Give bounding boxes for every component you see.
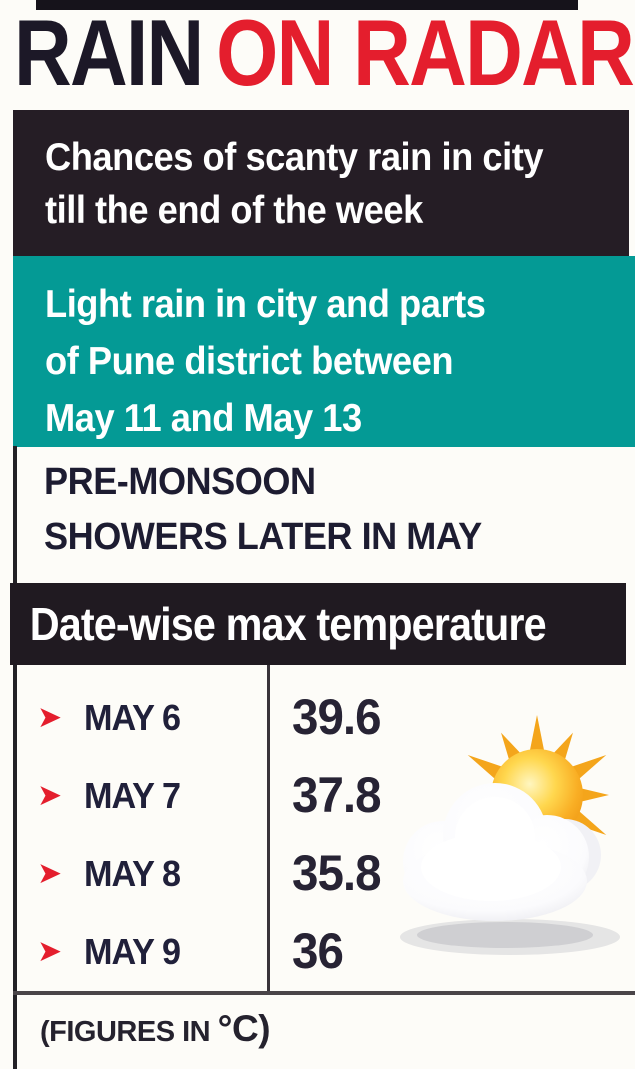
headline: RAIN ON RADAR — [14, 6, 635, 100]
banner-scanty-rain: Chances of scanty rain in city till the … — [13, 110, 629, 256]
table-header-label: Date-wise max temperature — [29, 598, 547, 650]
footnote-label: (FIGURES IN — [40, 1016, 218, 1048]
table-row: ➤ MAY 6 39.6 — [17, 688, 635, 746]
row-date: MAY 6 — [84, 697, 181, 738]
headline-part-rain: RAIN — [14, 0, 204, 105]
footnote: (FIGURES IN °C) — [40, 1008, 271, 1050]
row-value: 39.6 — [292, 688, 382, 745]
table-row: ➤ MAY 8 35.8 — [17, 844, 635, 902]
row-value: 36 — [292, 922, 344, 979]
subhead-pre-monsoon: PRE-MONSOON SHOWERS LATER IN MAY — [44, 455, 482, 565]
arrow-bullet-icon: ➤ — [37, 701, 63, 734]
table-bottom-rule — [13, 991, 635, 995]
arrow-bullet-icon: ➤ — [37, 857, 63, 890]
top-border-rule — [36, 0, 578, 10]
row-value: 35.8 — [292, 844, 382, 901]
row-date: MAY 7 — [84, 775, 181, 816]
banner-line: May 11 and May 13 — [45, 397, 362, 440]
left-vertical-rule — [13, 446, 17, 1069]
headline-part-on-radar: ON RADAR — [216, 0, 635, 105]
row-date: MAY 8 — [84, 853, 181, 894]
arrow-bullet-icon: ➤ — [37, 935, 63, 968]
banner-line: Chances of scanty rain in city — [45, 136, 544, 179]
row-value: 37.8 — [292, 766, 382, 823]
footnote-unit: °C) — [217, 1008, 271, 1049]
row-date: MAY 9 — [84, 931, 181, 972]
sun-behind-cloud-icon — [395, 685, 632, 985]
subhead-line: PRE-MONSOON — [44, 461, 316, 503]
banner-line: of Pune district between — [45, 340, 454, 383]
banner-line: Light rain in city and parts — [45, 283, 486, 326]
table-column-divider — [267, 665, 270, 993]
table-row: ➤ MAY 7 37.8 — [17, 766, 635, 824]
table-row: ➤ MAY 9 36 — [17, 922, 635, 980]
table-header-bar: Date-wise max temperature — [10, 583, 626, 665]
subhead-line: SHOWERS LATER IN MAY — [44, 516, 482, 558]
arrow-bullet-icon: ➤ — [37, 779, 63, 812]
banner-light-rain: Light rain in city and parts of Pune dis… — [13, 256, 635, 447]
banner-line: till the end of the week — [45, 189, 423, 232]
